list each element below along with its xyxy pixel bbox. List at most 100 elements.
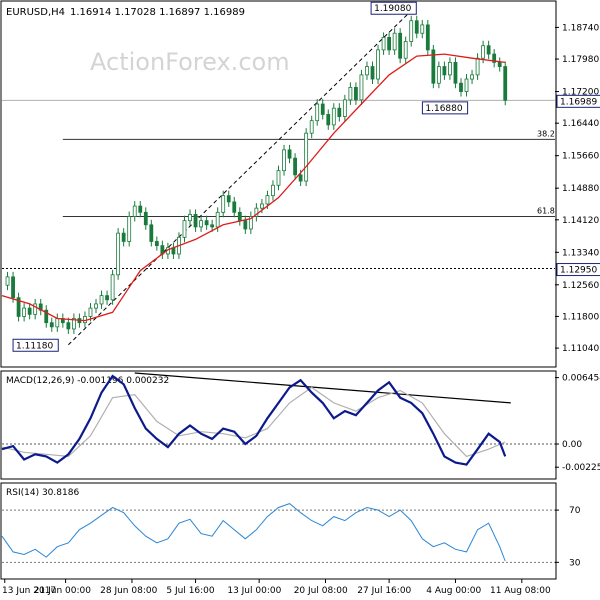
watermark: ActionForex.com [90, 48, 290, 76]
last-price-label-box [556, 94, 600, 108]
candle-body-8 [44, 309, 49, 324]
candle-body-72 [398, 32, 403, 59]
moving-average [1, 53, 506, 322]
x-tick-0: 13 Jun 2017 [2, 586, 56, 596]
candle-body-44 [243, 220, 248, 230]
candle-body-69 [381, 37, 386, 51]
candle-body-53 [293, 157, 297, 176]
candle-body-65 [359, 74, 364, 101]
x-tick-3: 5 Jul 16:00 [166, 586, 215, 596]
candle-body-12 [66, 322, 71, 330]
candle-body-16 [88, 307, 93, 317]
macd-trendline [134, 372, 511, 404]
header-symbol: EURUSD,H4 [6, 7, 65, 18]
candle-body-79 [436, 66, 441, 84]
header-ohlc: 1.16914 1.17028 1.16897 1.16989 [70, 7, 245, 18]
x-tick-7: 4 Aug 00:00 [426, 586, 481, 596]
price-annotations: 1.11180 1.19080 1.16880 [12, 1, 469, 352]
candle-body-81 [448, 61, 452, 76]
candle-body-18 [99, 295, 104, 305]
price-y-tick-4: 1.15660 [562, 152, 599, 162]
candle-body-21 [116, 232, 121, 276]
candle-body-47 [260, 203, 264, 209]
candle-body-80 [442, 66, 447, 76]
candle-body-35 [193, 214, 198, 228]
candle-body-63 [348, 86, 353, 101]
price-y-axis: 1.18740 1.17980 1.17200 1.16440 1.15660 1.148… [555, 23, 599, 354]
panel-frames [0, 0, 557, 580]
candle-body-54 [298, 174, 303, 182]
candle-body-68 [376, 49, 380, 80]
x-tick-2: 28 Jun 08:00 [100, 586, 157, 596]
candle-body-48 [265, 195, 270, 205]
x-tick-6: 27 Jul 16:00 [357, 586, 411, 596]
price-candles [5, 15, 508, 334]
candle-body-61 [337, 107, 342, 117]
annotation-0-box [12, 338, 59, 352]
candle-body-85 [470, 74, 474, 80]
candle-body-59 [326, 114, 331, 126]
candle-body-52 [287, 149, 292, 159]
candle-body-26 [143, 211, 148, 226]
candle-body-23 [127, 216, 132, 242]
candle-body-64 [354, 86, 358, 101]
x-tick-1: 21 Jun 00:00 [34, 586, 91, 596]
ma-line [1, 53, 506, 322]
candle-body-2 [11, 276, 15, 299]
rsi-title: RSI(14) 30.8186 [6, 488, 79, 498]
candle-body-28 [154, 241, 159, 247]
candle-body-22 [121, 232, 126, 242]
candle-body-78 [431, 49, 436, 84]
rsi-line [1, 503, 506, 562]
macd-lines [1, 374, 507, 466]
rsi-panel-frame [0, 482, 557, 580]
annotation-2: 1.16880 [425, 104, 462, 114]
candle-body-82 [453, 61, 458, 84]
candle-body-91 [503, 66, 508, 101]
candle-body-41 [226, 195, 231, 203]
candle-body-38 [210, 224, 215, 228]
annotation-1: 1.19080 [374, 4, 411, 14]
candle-body-13 [71, 318, 76, 330]
candle-body-62 [342, 99, 347, 117]
level-label-1: 38.2 [537, 129, 555, 138]
price-y-tick-5: 1.14880 [562, 184, 599, 194]
candle-body-10 [55, 318, 60, 328]
candle-body-4 [22, 307, 27, 317]
candle-body-25 [138, 205, 143, 213]
last-price-label: 1.16989 [560, 97, 597, 107]
candle-body-71 [392, 32, 397, 51]
candle-body-20 [110, 274, 115, 301]
annotation-0: 1.11180 [16, 341, 53, 351]
macd-panel-frame [0, 370, 557, 480]
candle-body-17 [94, 303, 98, 309]
candle-body-86 [475, 57, 480, 76]
price-y-tick-1: 1.17980 [562, 55, 599, 65]
level-label-0-box [556, 263, 600, 277]
candle-body-15 [83, 316, 87, 324]
level-label-0: 1.12950 [560, 266, 597, 276]
candle-body-3 [16, 297, 21, 317]
candle-body-40 [221, 195, 226, 213]
candle-body-1 [5, 276, 10, 286]
rsi-main-line [1, 503, 506, 562]
rising-trendline [68, 10, 412, 346]
macd-y-tick-0: 0.006454 [562, 374, 600, 384]
candle-body-87 [481, 45, 486, 59]
candle-body-76 [420, 24, 425, 34]
rsi-y-tick-1: 30 [569, 558, 581, 568]
price-y-tick-9: 1.11800 [562, 312, 599, 322]
annotation-2-box [421, 101, 469, 115]
macd-y-tick-1: 0.00 [562, 440, 582, 450]
candle-body-89 [492, 53, 497, 63]
candle-body-84 [464, 78, 469, 92]
candle-body-66 [365, 66, 369, 76]
candle-body-51 [282, 149, 286, 172]
candle-body-27 [149, 224, 154, 242]
candle-body-9 [49, 322, 54, 328]
candle-body-75 [414, 20, 419, 34]
price-trendline [68, 10, 412, 346]
candle-body-56 [309, 120, 314, 134]
candle-body-74 [409, 20, 414, 42]
